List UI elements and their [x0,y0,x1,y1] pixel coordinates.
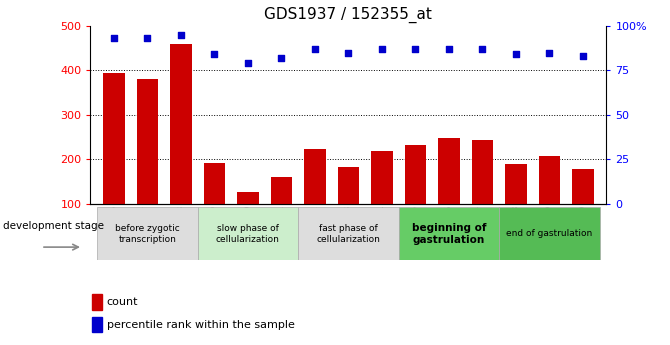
Text: development stage: development stage [3,221,105,231]
Point [343,50,354,55]
Point [477,46,488,52]
Point [109,36,119,41]
Bar [198,207,298,260]
Bar [539,156,560,248]
Bar [472,140,493,248]
Bar [399,207,499,260]
Bar [438,138,460,248]
Point [310,46,320,52]
Bar [271,177,292,248]
Text: beginning of
gastrulation: beginning of gastrulation [411,223,486,245]
Bar [499,207,600,260]
Text: end of gastrulation: end of gastrulation [507,229,592,238]
Bar [237,193,259,248]
Bar [170,43,192,248]
Point [578,53,588,59]
Point [377,46,387,52]
Bar [204,163,225,248]
Bar [92,294,102,310]
Title: GDS1937 / 152355_at: GDS1937 / 152355_at [265,7,432,23]
Bar [371,151,393,248]
Bar [137,79,158,248]
Text: before zygotic
transcription: before zygotic transcription [115,224,180,244]
Bar [405,145,426,248]
Bar [505,164,527,248]
Bar [92,317,102,333]
Text: count: count [107,297,138,307]
Point [511,51,521,57]
Bar [338,167,359,248]
Text: fast phase of
cellularization: fast phase of cellularization [316,224,381,244]
Text: percentile rank within the sample: percentile rank within the sample [107,320,294,330]
Bar [298,207,399,260]
Point [410,46,421,52]
Point [209,51,220,57]
Bar [103,72,125,248]
Point [142,36,153,41]
Point [444,46,454,52]
Point [243,60,253,66]
Bar [97,207,198,260]
Point [544,50,555,55]
Point [276,55,287,61]
Bar [304,149,326,248]
Text: slow phase of
cellularization: slow phase of cellularization [216,224,280,244]
Point [176,32,186,38]
Bar [572,169,594,248]
